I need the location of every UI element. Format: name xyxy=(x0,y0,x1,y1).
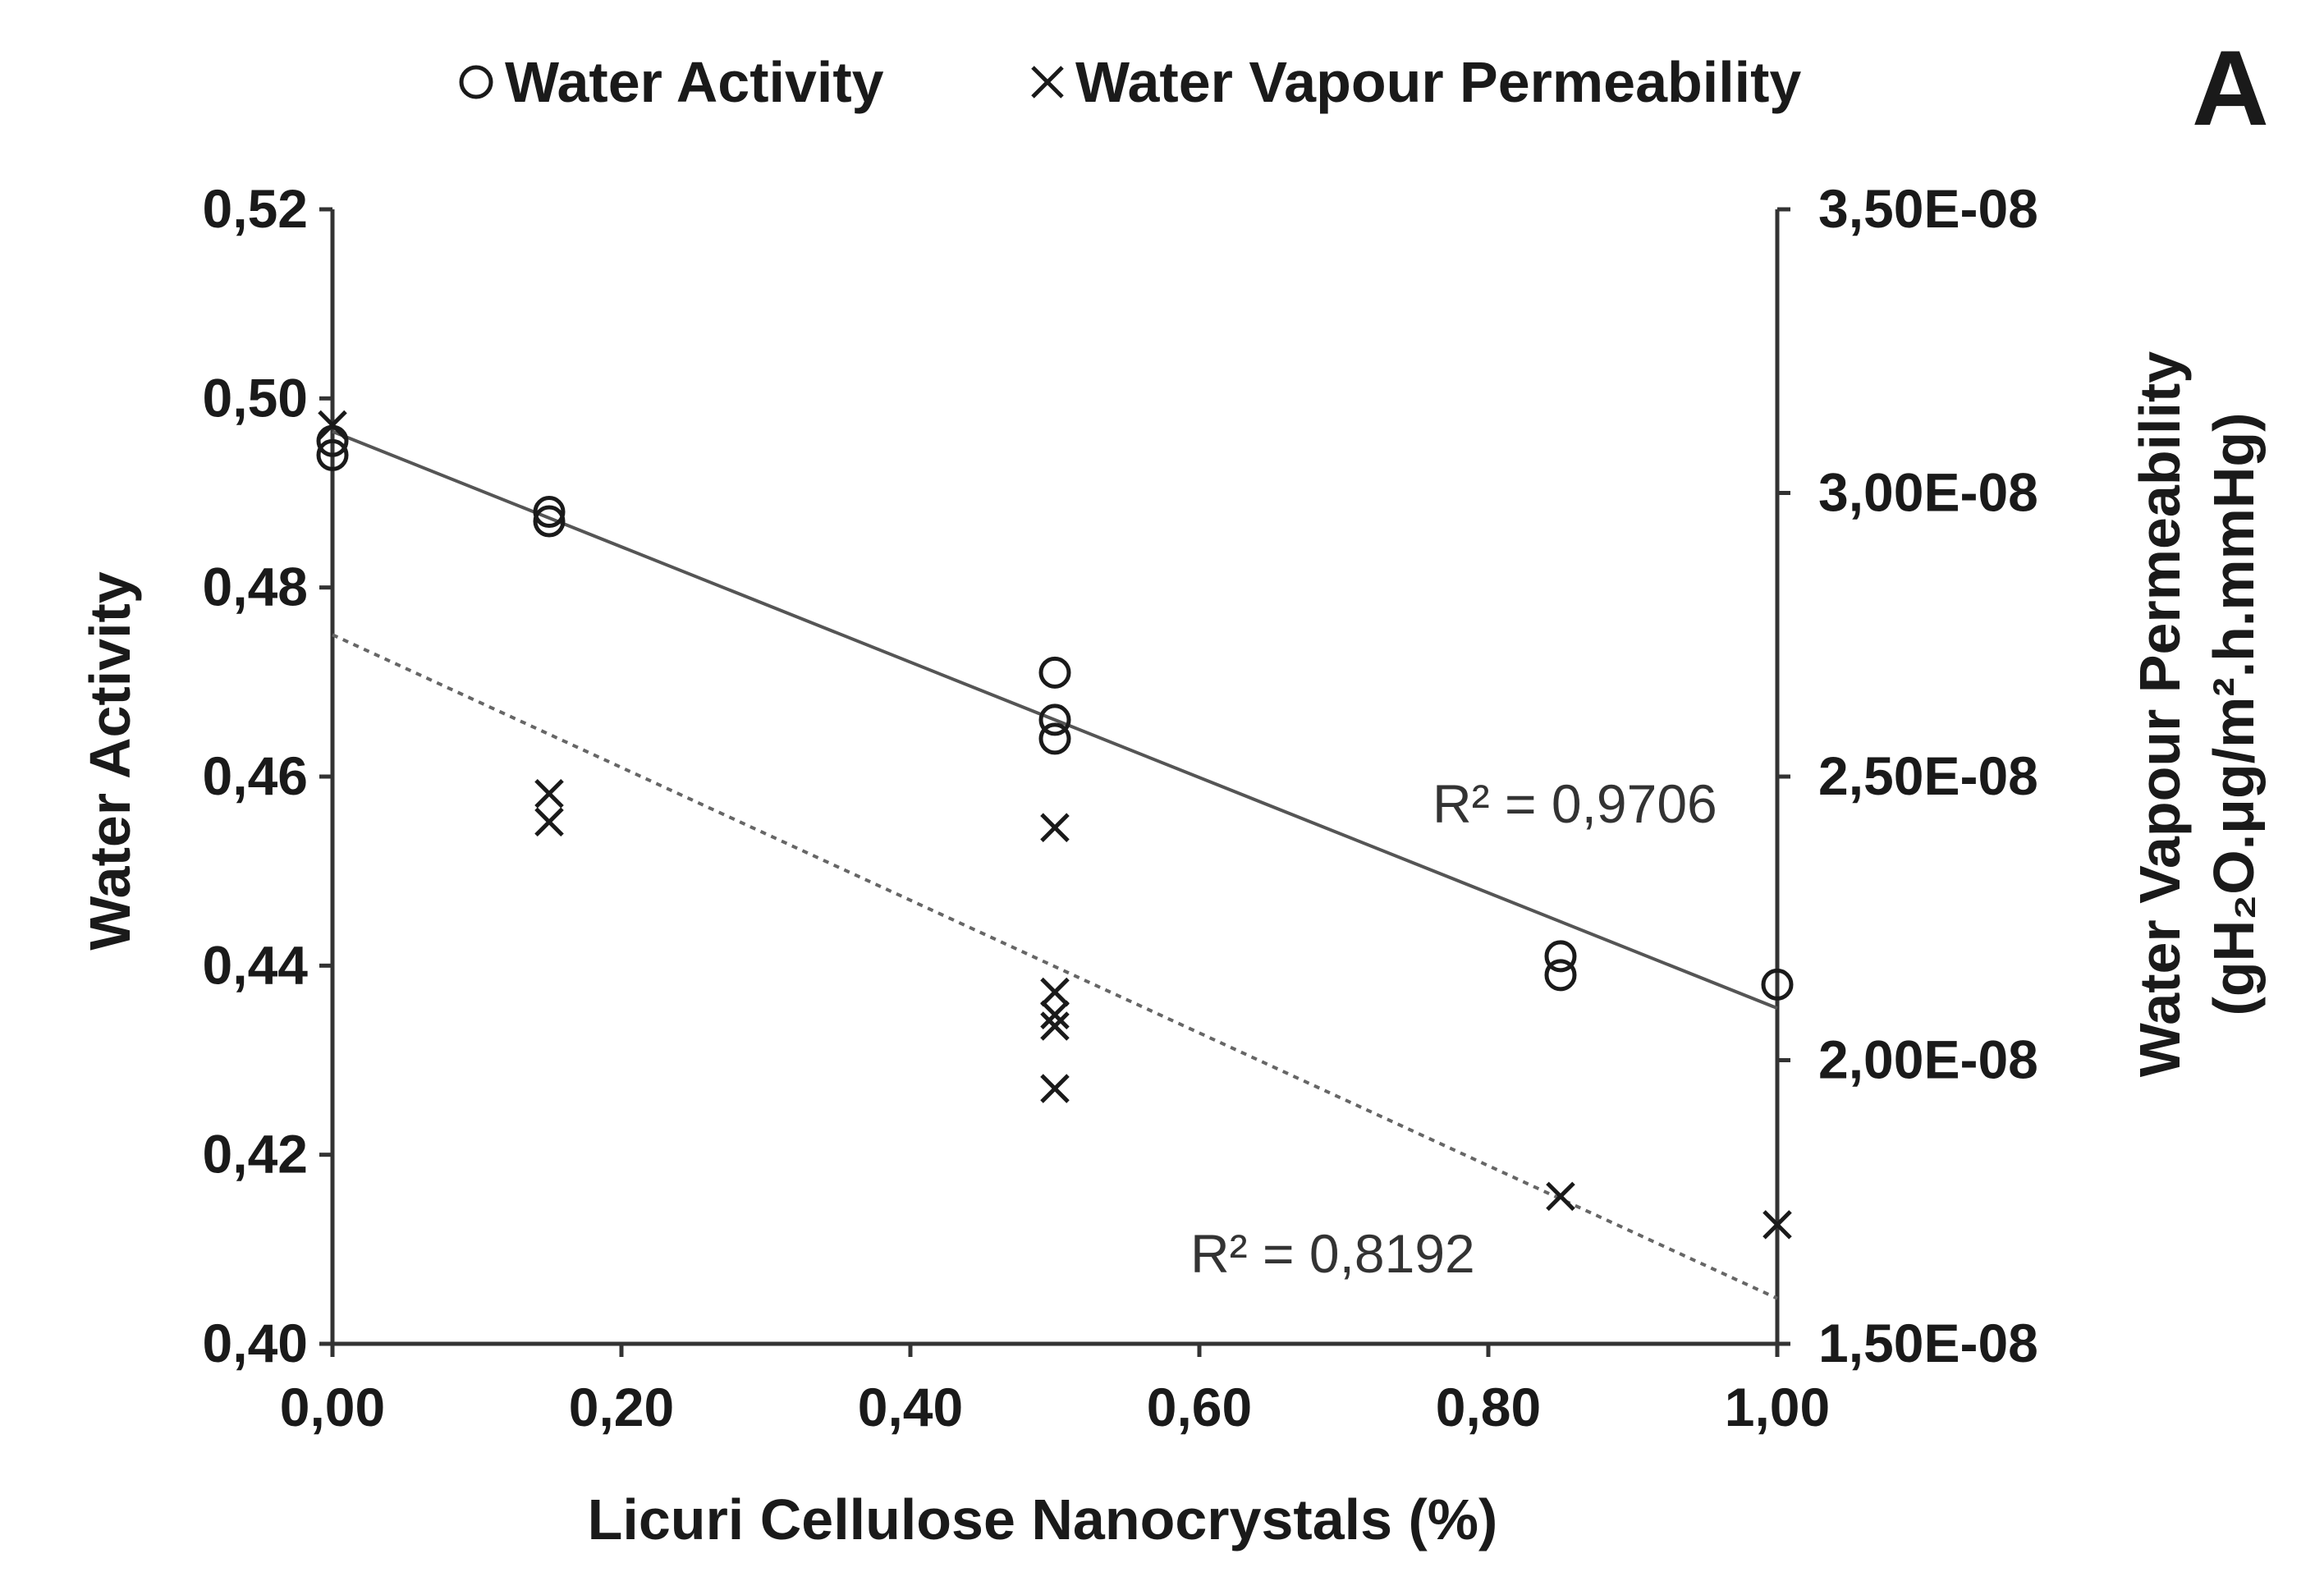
y-right-tick-label: 3,00E-08 xyxy=(1818,462,2038,523)
data-point-water-activity xyxy=(1761,968,1794,1001)
legend: Water Activity Water Vapour Permeability xyxy=(459,50,1801,114)
data-point-water-vapour-permeability xyxy=(1040,813,1070,842)
data-point-water-vapour-permeability xyxy=(534,778,564,809)
data-point-water-activity xyxy=(533,496,566,529)
y-left-tick-label: 0,50 xyxy=(203,367,308,428)
panel-label: A xyxy=(2192,28,2269,148)
x-axis-title: Licuri Cellulose Nanocrystals (%) xyxy=(588,1487,1498,1551)
y-right-tick-label: 3,50E-08 xyxy=(1818,178,2038,239)
data-point-water-activity xyxy=(1038,704,1071,736)
y-right-axis-title-line1: Water Vapour Permeability xyxy=(2128,351,2192,1077)
trendline-water-activity xyxy=(332,429,1778,1011)
data-point-water-vapour-permeability xyxy=(1040,1074,1070,1103)
data-point-water-activity xyxy=(533,505,566,538)
trendlines xyxy=(332,429,1778,1300)
trendline-water-vapour-permeability xyxy=(332,633,1778,1300)
data-point-water-vapour-permeability xyxy=(534,807,564,837)
y-right-axis-title-line2: (gH₂O.μg/m².h.mmHg) xyxy=(2202,413,2266,1016)
y-left-tick-label: 0,42 xyxy=(203,1124,308,1185)
data-marks: R² = 0,9706 R² = 0,8192 xyxy=(316,410,1794,1284)
data-point-water-vapour-permeability xyxy=(1762,1210,1792,1240)
y-right-tick-label: 2,50E-08 xyxy=(1818,745,2038,806)
y-left-tick-label: 0,44 xyxy=(203,934,309,995)
r2-label-water-activity: R² = 0,9706 xyxy=(1432,773,1717,834)
data-point-water-vapour-permeability xyxy=(318,410,347,440)
x-tick-label: 0,00 xyxy=(280,1377,385,1437)
x-tick-label: 0,40 xyxy=(858,1377,963,1437)
data-point-water-vapour-permeability xyxy=(1040,1000,1070,1029)
legend-marker-water-vapour-permeability xyxy=(1031,66,1064,99)
y-right-tick-label: 2,00E-08 xyxy=(1818,1029,2038,1090)
data-point-water-vapour-permeability xyxy=(1040,1011,1070,1041)
data-point-water-vapour-permeability xyxy=(1040,977,1070,1007)
data-point-water-activity xyxy=(1038,656,1071,689)
x-tick-label: 0,60 xyxy=(1147,1377,1252,1437)
y-left-tick-label: 0,46 xyxy=(203,745,308,806)
y-left-tick-label: 0,48 xyxy=(203,557,308,617)
legend-label-water-vapour-permeability: Water Vapour Permeability xyxy=(1075,50,1801,114)
y-right-tick-label: 1,50E-08 xyxy=(1818,1313,2038,1373)
r2-label-water-vapour-permeability: R² = 0,8192 xyxy=(1190,1223,1475,1284)
y-left-tick-label: 0,40 xyxy=(203,1313,308,1373)
y-left-tick-label: 0,52 xyxy=(203,178,308,239)
data-point-water-activity xyxy=(1038,722,1071,755)
y-left-axis-title: Water Activity xyxy=(78,571,142,951)
x-tick-label: 1,00 xyxy=(1725,1377,1830,1437)
data-point-water-vapour-permeability xyxy=(1546,1181,1575,1212)
legend-label-water-activity: Water Activity xyxy=(505,50,884,114)
x-tick-label: 0,80 xyxy=(1436,1377,1541,1437)
data-point-water-activity xyxy=(316,438,349,471)
data-point-water-activity xyxy=(1544,940,1577,973)
x-tick-label: 0,20 xyxy=(569,1377,674,1437)
axes: 0,00 0,20 0,40 0,60 0,80 1,00 0,40 0,42 0,44 0,46… xyxy=(203,178,2038,1437)
legend-marker-water-activity xyxy=(459,65,493,99)
data-point-water-activity xyxy=(1544,959,1577,992)
